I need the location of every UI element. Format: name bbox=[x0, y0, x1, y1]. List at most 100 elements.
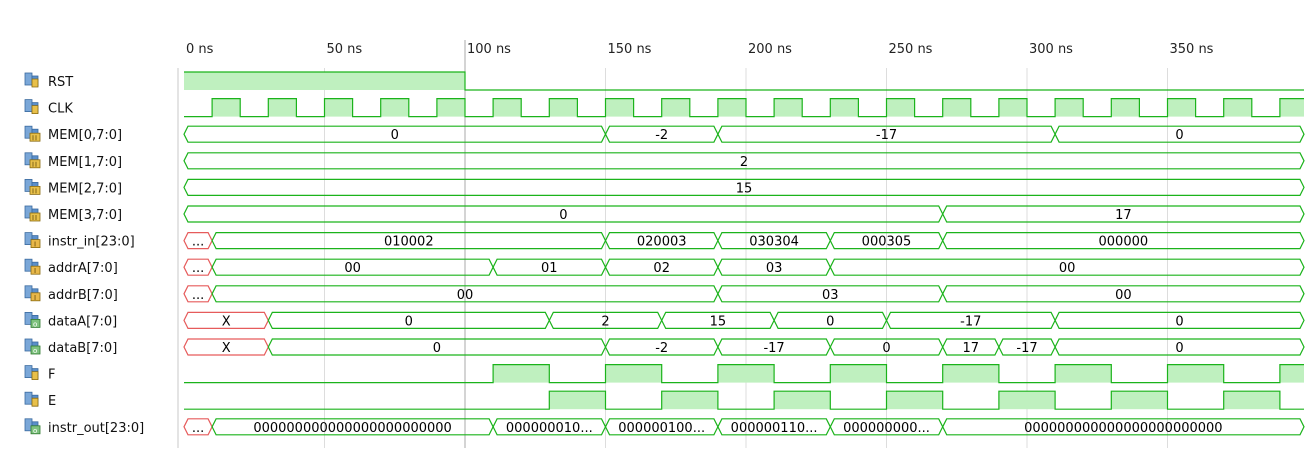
waveform-addra-7-0-[interactable]: ... 00 01 02 03 00 bbox=[183, 258, 1305, 276]
bus-value-label: ... bbox=[192, 421, 204, 436]
bus-segment[interactable]: 000000000000000000000000 bbox=[942, 418, 1305, 436]
signal-name[interactable]: addrB[7:0] bbox=[48, 288, 118, 303]
signal-row[interactable]: MEM[1,7:0] bbox=[24, 152, 122, 170]
bus-segment[interactable]: 000000100... bbox=[604, 418, 719, 436]
waveform-e[interactable] bbox=[184, 390, 1304, 410]
bus-segment[interactable]: 000000000... bbox=[829, 418, 944, 436]
bus-segment[interactable]: 0 bbox=[267, 338, 607, 356]
bus-segment[interactable]: ... bbox=[183, 418, 213, 436]
waveform-instr-in-23-0-[interactable]: ... 010002 020003 030304 000305 000000 bbox=[183, 232, 1305, 250]
bus-segment[interactable]: 030304 bbox=[717, 232, 831, 250]
waveform-clk[interactable] bbox=[184, 98, 1304, 118]
bus-value-label: 00 bbox=[344, 261, 361, 276]
bus-segment[interactable]: 17 bbox=[942, 205, 1305, 223]
signal-name[interactable]: MEM[1,7:0] bbox=[48, 155, 122, 170]
signal-name[interactable]: MEM[2,7:0] bbox=[48, 181, 122, 196]
waveform-addrb-7-0-[interactable]: ... 00 03 00 bbox=[183, 285, 1305, 303]
bus-segment[interactable]: 020003 bbox=[604, 232, 719, 250]
bus-segment[interactable]: 00 bbox=[942, 285, 1305, 303]
bus-segment[interactable]: -2 bbox=[604, 338, 719, 356]
bus-segment[interactable]: 00 bbox=[211, 285, 719, 303]
signal-name[interactable]: dataB[7:0] bbox=[48, 341, 117, 356]
signal-name[interactable]: instr_out[23:0] bbox=[48, 421, 144, 436]
signal-row[interactable]: MEM[2,7:0] bbox=[24, 178, 122, 196]
bus-segment[interactable]: 17 bbox=[942, 338, 1000, 356]
signal-row[interactable]: o dataB[7:0] bbox=[24, 338, 117, 356]
bus-segment[interactable]: 2 bbox=[183, 152, 1305, 170]
bus-segment[interactable]: -17 bbox=[885, 311, 1056, 329]
signal-name[interactable]: RST bbox=[48, 75, 73, 90]
signal-row[interactable]: E bbox=[24, 391, 56, 409]
waveform-mem-0-7-0-[interactable]: 0 -2 -17 0 bbox=[183, 125, 1305, 143]
signal-row[interactable]: o dataA[7:0] bbox=[24, 311, 117, 329]
signal-name[interactable]: MEM[0,7:0] bbox=[48, 128, 122, 143]
bus-segment[interactable]: ... bbox=[183, 232, 213, 250]
signal-row[interactable]: MEM[0,7:0] bbox=[24, 125, 122, 143]
bus-segment[interactable]: 00 bbox=[829, 258, 1305, 276]
bus-segment[interactable]: 02 bbox=[604, 258, 719, 276]
signal-name[interactable]: E bbox=[48, 394, 56, 409]
bus-value-label: 17 bbox=[1115, 208, 1132, 223]
bus-segment[interactable]: 0 bbox=[773, 311, 888, 329]
signal-row[interactable]: MEM[3,7:0] bbox=[24, 205, 122, 223]
bus-segment[interactable]: X bbox=[183, 311, 269, 329]
high-level-fill bbox=[1055, 98, 1084, 117]
bus-segment[interactable]: ... bbox=[183, 285, 213, 303]
bus-segment[interactable]: 000000110... bbox=[717, 418, 831, 436]
bus-segment[interactable]: 000000000000000000000000 bbox=[211, 418, 494, 436]
bus-segment[interactable]: 01 bbox=[492, 258, 607, 276]
bus-segment[interactable]: 000000010... bbox=[492, 418, 607, 436]
signal-name[interactable]: addrA[7:0] bbox=[48, 261, 118, 276]
bus-segment[interactable]: 010002 bbox=[211, 232, 607, 250]
waveform-rst[interactable] bbox=[184, 71, 1304, 91]
waveform-mem-3-7-0-[interactable]: 0 17 bbox=[183, 205, 1305, 223]
bus-segment[interactable]: 03 bbox=[717, 285, 944, 303]
bus-segment[interactable]: -17 bbox=[717, 125, 1056, 143]
waveform-f[interactable] bbox=[184, 364, 1304, 384]
signal-name[interactable]: dataA[7:0] bbox=[48, 314, 117, 329]
signal-row[interactable]: RST bbox=[24, 72, 73, 90]
bus-segment[interactable]: 15 bbox=[661, 311, 775, 329]
waveform-datab-7-0-[interactable]: X 0 -2 -17 0 17 -17 0 bbox=[183, 338, 1305, 356]
bus-segment[interactable]: 000305 bbox=[829, 232, 944, 250]
waveform-instr-out-23-0-[interactable]: ... 000000000000000000000000 000000010... 0… bbox=[183, 418, 1305, 436]
high-level-fill bbox=[324, 98, 353, 117]
signal-name[interactable]: CLK bbox=[48, 102, 73, 117]
bus-segment[interactable]: 0 bbox=[183, 125, 607, 143]
bus-segment[interactable]: 03 bbox=[717, 258, 831, 276]
signal-name[interactable]: instr_in[23:0] bbox=[48, 235, 135, 250]
bus-segment[interactable]: -17 bbox=[998, 338, 1056, 356]
bus-segment[interactable]: ... bbox=[183, 258, 213, 276]
bus-segment[interactable]: 2 bbox=[548, 311, 663, 329]
bus-segment[interactable]: 0 bbox=[1054, 311, 1305, 329]
signal-name[interactable]: MEM[3,7:0] bbox=[48, 208, 122, 223]
bus-segment[interactable]: -2 bbox=[604, 125, 719, 143]
bus-segment[interactable]: X bbox=[183, 338, 269, 356]
bus-segment[interactable]: 0 bbox=[267, 311, 550, 329]
signal-name[interactable]: F bbox=[48, 368, 55, 383]
bus-segment[interactable]: 0 bbox=[1054, 125, 1305, 143]
waveform-mem-1-7-0-[interactable]: 2 bbox=[183, 152, 1305, 170]
signal-row[interactable]: CLK bbox=[24, 99, 73, 117]
high-level-fill bbox=[998, 391, 1056, 410]
bus-segment[interactable]: 0 bbox=[183, 205, 944, 223]
bus-segment[interactable]: 0 bbox=[829, 338, 944, 356]
waveform-mem-2-7-0-[interactable]: 15 bbox=[183, 178, 1305, 196]
waveform-dataa-7-0-[interactable]: X 0 2 15 0 -17 0 bbox=[183, 311, 1305, 329]
bus-segment[interactable]: -17 bbox=[717, 338, 831, 356]
bus-segment[interactable]: 15 bbox=[183, 178, 1305, 196]
bus-segment[interactable]: 00 bbox=[211, 258, 494, 276]
signal-row[interactable]: o instr_out[23:0] bbox=[24, 418, 144, 436]
signal-row[interactable]: F bbox=[24, 365, 55, 383]
signal-name-list[interactable]: RST CLK MEM[0,7:0] MEM[1,7:0] MEM[2,7:0] MEM[… bbox=[24, 72, 144, 436]
high-level-fill bbox=[717, 98, 746, 117]
high-level-fill bbox=[1167, 364, 1224, 383]
bus-segment[interactable]: 000000 bbox=[942, 232, 1305, 250]
time-ruler[interactable]: 0 ns 50 ns 100 ns 150 ns 200 ns 250 ns 300 ns 3… bbox=[186, 42, 1214, 57]
bus-segment[interactable]: 0 bbox=[1054, 338, 1305, 356]
